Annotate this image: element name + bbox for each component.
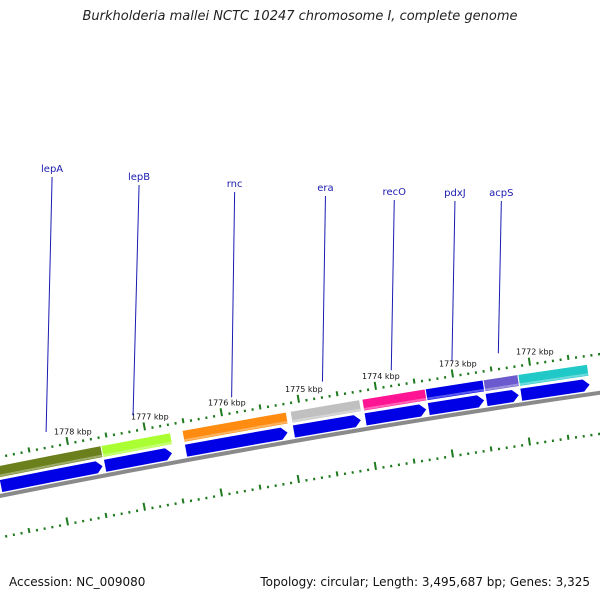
minor-tick: [335, 391, 339, 397]
position-label: 1772 kbp: [516, 348, 554, 357]
feature-track: [0, 363, 590, 479]
position-label: 1774 kbp: [362, 372, 400, 381]
major-tick: [527, 437, 531, 446]
backbone-arc: [0, 390, 600, 499]
minor-tick: [489, 446, 493, 452]
position-label: 1776 kbp: [208, 399, 246, 408]
position-label: 1775 kbp: [285, 385, 323, 394]
cds-arrow: [426, 394, 486, 417]
gene-label-lepA: lepA: [41, 164, 63, 175]
gene-label-leader: [390, 199, 395, 371]
major-tick: [450, 369, 454, 378]
minor-tick: [27, 527, 31, 534]
major-tick: [65, 517, 69, 526]
gene-label-lepB: lepB: [128, 172, 150, 183]
gene-label-era: era: [317, 183, 333, 194]
cds-arrow: [184, 426, 289, 458]
cds-arrow: [519, 378, 591, 402]
gene-label-leader: [497, 200, 502, 354]
gene-feature-highlight: [291, 408, 362, 423]
cds-arrow: [291, 414, 362, 439]
minor-tick: [27, 447, 31, 453]
gene-label-acpS: acpS: [489, 188, 513, 199]
minor-tick: [181, 498, 185, 504]
minor-tick: [258, 404, 262, 410]
minor-tick: [104, 512, 108, 519]
position-label: 1773 kbp: [439, 359, 477, 368]
map-title: Burkholderia mallei NCTC 10247 chromosom…: [82, 9, 518, 24]
minor-tick: [258, 484, 262, 490]
gene-feature-highlight: [183, 420, 289, 442]
major-tick: [296, 474, 300, 484]
major-tick: [65, 436, 69, 446]
major-tick: [450, 449, 454, 458]
gene-feature-lepB: [100, 432, 174, 459]
gene-feature-unnamed-7: [517, 363, 590, 387]
position-label: 1778 kbp: [54, 427, 92, 436]
major-tick: [527, 357, 531, 366]
minor-tick: [566, 434, 570, 440]
major-tick: [219, 408, 223, 417]
minor-tick: [412, 378, 416, 384]
gene-label-leader: [451, 200, 456, 361]
major-tick: [142, 502, 146, 511]
minor-tick: [104, 432, 108, 438]
cds-track: [0, 378, 591, 493]
major-tick: [219, 488, 223, 497]
major-tick: [373, 461, 377, 471]
gene-feature-rnc: [181, 411, 289, 443]
gene-label-recO: recO: [383, 187, 407, 198]
minor-tick: [489, 366, 493, 372]
gene-label-leader: [231, 191, 236, 398]
gene-labels: lepA lepB rnc era recO pdxJ acpS: [41, 164, 513, 433]
inner-tick-ring: [4, 432, 600, 538]
cds-arrow: [0, 460, 104, 493]
minor-tick: [335, 471, 339, 477]
position-label: 1777 kbp: [131, 413, 169, 422]
cds-arrow: [484, 389, 520, 407]
minor-tick: [412, 458, 416, 464]
major-tick: [142, 422, 146, 431]
accession-label: Accession: NC_009080: [9, 575, 146, 589]
gene-feature-highlight: [102, 441, 173, 457]
major-tick: [373, 381, 377, 390]
outer-tick-ring: [4, 352, 600, 458]
cds-arrow: [363, 403, 428, 427]
cds-arrow: [103, 447, 174, 473]
genome-summary: Topology: circular; Length: 3,495,687 bp…: [260, 575, 590, 589]
minor-tick: [181, 418, 185, 424]
gene-feature-era: [289, 399, 363, 424]
position-labels: 1778 kbp 1777 kbp 1776 kbp 1775 kbp 1774 kbp…: [54, 348, 554, 437]
minor-tick: [566, 354, 570, 361]
gene-label-leader: [321, 195, 326, 382]
gene-label-leader: [132, 184, 140, 416]
gene-label-pdxJ: pdxJ: [444, 188, 466, 199]
gene-label-rnc: rnc: [227, 179, 243, 190]
gene-feature-highlight: [519, 373, 589, 386]
major-tick: [296, 394, 300, 403]
gene-label-leader: [45, 176, 53, 433]
